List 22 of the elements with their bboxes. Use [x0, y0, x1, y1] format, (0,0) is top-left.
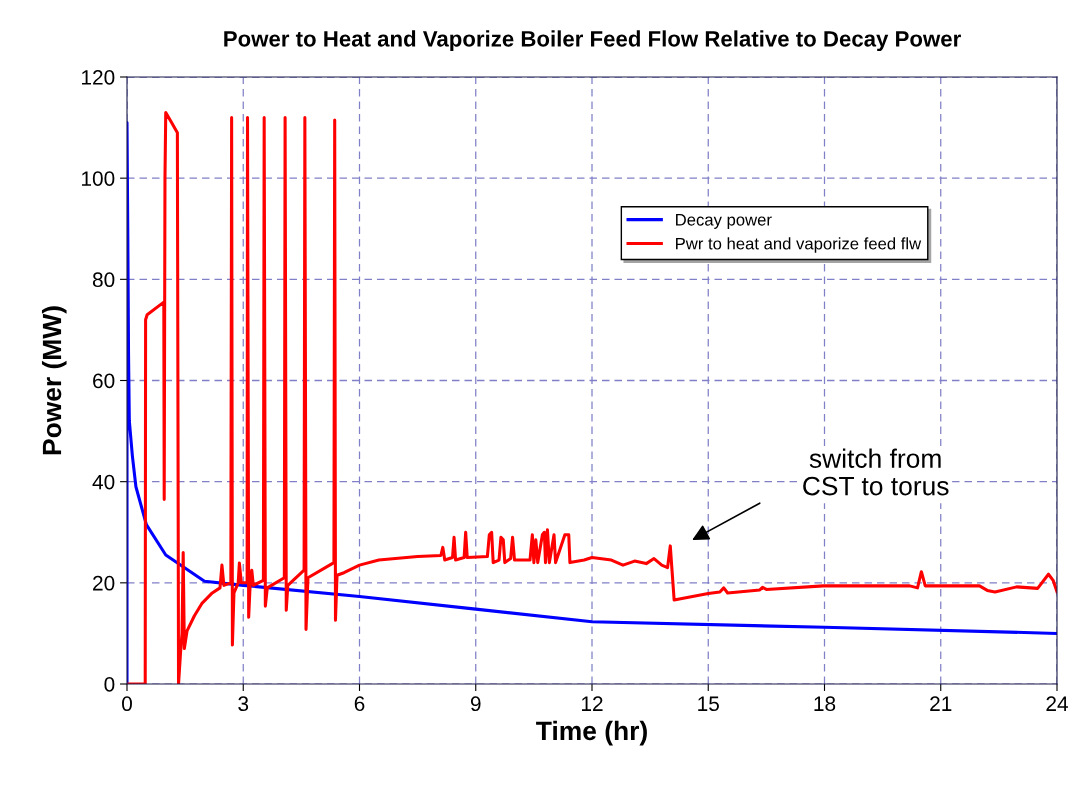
x-tick-label: 18: [814, 696, 836, 712]
x-tick-label: 0: [122, 696, 132, 712]
x-tick-label: 3: [238, 696, 249, 712]
y-tick-label: 100: [82, 171, 115, 186]
chart-title: Power to Heat and Vaporize Boiler Feed Flow Relative to Decay Power: [224, 30, 961, 52]
y-axis-title: Power (MW): [41, 306, 67, 455]
x-tick-label: 21: [930, 696, 952, 711]
y-tick-label: 80: [92, 272, 115, 288]
y-tick-label: 20: [93, 575, 115, 591]
annotation: switch from CST to torus: [803, 448, 949, 496]
x-axis-title: Time (hr): [536, 720, 647, 746]
x-tick-label: 6: [354, 696, 365, 712]
y-tick-label: 40: [92, 474, 115, 490]
x-tick-label: 12: [582, 696, 603, 711]
y-tick-label: 60: [93, 373, 115, 389]
y-tick-label: 120: [82, 70, 115, 85]
x-tick-label: 9: [470, 696, 481, 712]
x-tick-label: 24: [1046, 696, 1068, 711]
y-tick-label: 0: [104, 677, 115, 692]
legend-label: Pwr to heat and vaporize feed flw: [676, 237, 922, 253]
x-tick-label: 15: [698, 696, 719, 712]
legend-label: Decay power: [676, 214, 772, 229]
